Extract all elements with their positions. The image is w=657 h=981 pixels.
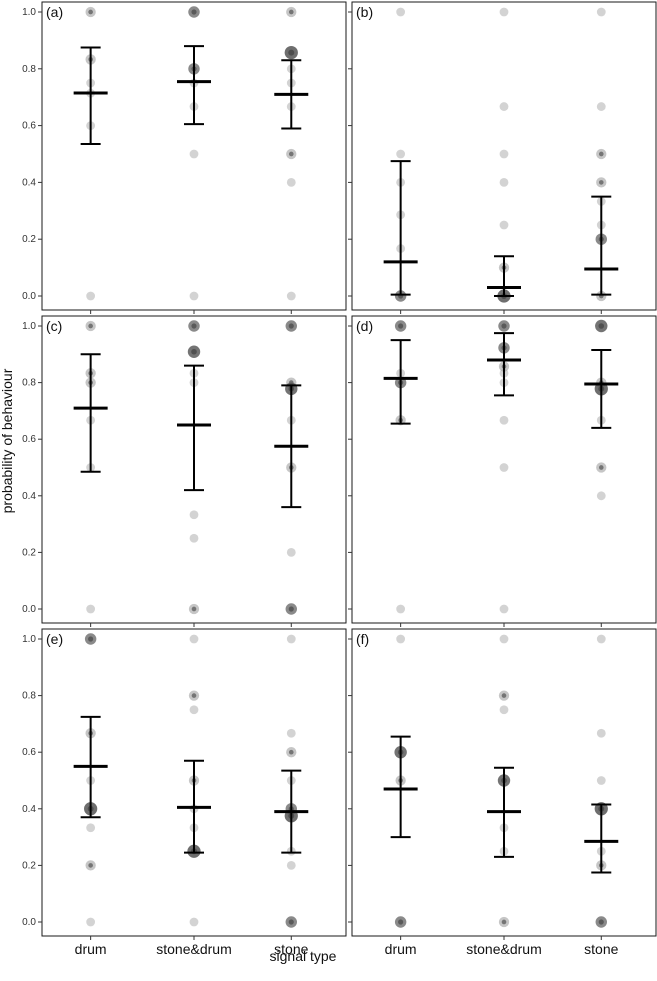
data-point-e-0-6 <box>86 917 96 927</box>
data-point-b-2-0 <box>596 7 606 17</box>
data-point-core-a-1-0 <box>191 9 197 15</box>
data-point-b-0-0 <box>396 7 406 17</box>
data-point-core-e-1-1 <box>191 693 197 698</box>
data-point-a-2-6 <box>286 178 296 187</box>
y-axis-label: probability of behaviour <box>0 368 15 514</box>
y-tick-label-a-5: 1.0 <box>22 7 36 18</box>
data-point-core-c-1-0 <box>191 323 197 329</box>
data-point-d-1-5 <box>499 415 509 425</box>
y-tick-label-a-1: 0.2 <box>22 234 36 245</box>
data-point-core-f-1-6 <box>501 919 507 925</box>
data-point-a-1-4 <box>189 149 199 159</box>
panel-label-b: (b) <box>356 4 373 20</box>
data-point-b-2-1 <box>596 102 606 111</box>
data-point-core-e-0-0 <box>88 636 94 642</box>
data-point-e-1-7 <box>189 917 199 927</box>
x-tick-label-e-2: stone <box>274 941 308 957</box>
panel-label-c: (c) <box>46 318 62 334</box>
data-point-core-c-2-6 <box>288 606 294 612</box>
data-point-a-1-5 <box>189 291 199 301</box>
data-point-core-b-2-2 <box>598 151 604 157</box>
y-axis-label-container: probability of behaviour <box>0 0 18 976</box>
y-tick-label-c-1: 0.2 <box>22 547 36 558</box>
data-point-b-1-3 <box>499 178 509 187</box>
panel-label-a: (a) <box>46 4 63 20</box>
data-point-core-e-0-5 <box>88 863 93 868</box>
data-point-e-2-0 <box>286 634 296 644</box>
panel-label-f: (f) <box>356 631 369 647</box>
data-point-e-0-4 <box>86 823 96 833</box>
data-point-b-1-4 <box>499 220 509 230</box>
data-point-core-e-2-2 <box>288 749 294 755</box>
data-point-core-b-2-3 <box>598 180 604 185</box>
data-point-core-f-2-6 <box>598 919 604 925</box>
data-point-b-1-0 <box>499 7 509 17</box>
data-point-e-1-0 <box>189 634 199 644</box>
x-axis-label: signal type <box>269 948 337 964</box>
data-point-f-2-1 <box>596 728 606 738</box>
data-point-e-2-7 <box>286 861 296 870</box>
data-point-f-1-0 <box>499 634 509 644</box>
data-point-core-c-1-1 <box>191 348 197 355</box>
x-tick-label-f-0: drum <box>385 941 417 957</box>
y-tick-label-e-2: 0.4 <box>22 804 36 815</box>
data-point-core-f-0-3 <box>398 919 404 925</box>
data-point-f-1-2 <box>499 705 509 715</box>
data-point-core-d-2-0 <box>598 323 605 329</box>
data-point-a-0-5 <box>86 291 96 301</box>
data-point-f-2-2 <box>596 776 606 785</box>
data-point-core-c-0-0 <box>88 323 93 329</box>
y-tick-label-a-0: 0.0 <box>22 291 36 302</box>
data-point-b-1-1 <box>499 102 509 111</box>
y-tick-label-c-0: 0.0 <box>22 604 36 615</box>
y-tick-label-e-4: 0.8 <box>22 691 36 702</box>
y-tick-label-c-4: 0.8 <box>22 378 36 389</box>
panel-label-d: (d) <box>356 318 373 334</box>
y-tick-label-e-5: 1.0 <box>22 634 36 645</box>
data-point-c-1-5 <box>189 533 199 543</box>
y-tick-label-a-3: 0.6 <box>22 121 36 132</box>
data-point-e-1-2 <box>189 705 199 715</box>
data-point-c-1-4 <box>189 510 199 520</box>
y-tick-label-e-0: 0.0 <box>22 917 36 928</box>
y-tick-label-a-2: 0.4 <box>22 177 36 188</box>
x-tick-label-e-0: drum <box>75 941 107 957</box>
data-point-d-1-6 <box>499 463 509 472</box>
x-tick-label-f-1: stone&drum <box>466 941 541 957</box>
y-tick-label-e-1: 0.2 <box>22 860 36 871</box>
data-point-b-0-1 <box>396 149 406 159</box>
data-point-core-e-2-8 <box>288 919 294 925</box>
x-tick-label-f-2: stone <box>584 941 618 957</box>
data-point-core-c-2-0 <box>288 323 294 329</box>
data-point-f-2-0 <box>596 634 606 644</box>
data-point-core-a-0-0 <box>88 9 93 15</box>
y-tick-label-c-2: 0.4 <box>22 491 36 502</box>
data-point-d-1-7 <box>499 604 509 614</box>
data-point-d-0-4 <box>396 604 406 614</box>
data-point-f-0-0 <box>396 634 406 644</box>
data-point-core-d-0-0 <box>398 323 404 329</box>
data-point-core-d-1-0 <box>501 323 507 329</box>
data-point-core-d-2-4 <box>598 465 604 470</box>
data-point-core-a-2-0 <box>288 9 294 15</box>
data-point-c-2-5 <box>286 548 296 557</box>
data-point-core-a-2-1 <box>288 49 295 56</box>
data-point-b-1-2 <box>499 149 509 159</box>
data-point-c-0-5 <box>86 604 96 614</box>
data-point-a-2-7 <box>286 291 296 301</box>
data-point-core-a-2-5 <box>288 151 294 157</box>
data-point-e-2-1 <box>286 728 296 738</box>
y-tick-label-c-3: 0.6 <box>22 434 36 445</box>
panel-label-e: (e) <box>46 631 63 647</box>
x-tick-label-e-1: stone&drum <box>156 941 231 957</box>
data-point-core-f-1-1 <box>501 693 507 698</box>
y-tick-label-c-5: 1.0 <box>22 321 36 332</box>
data-point-core-c-1-6 <box>191 606 197 612</box>
y-tick-label-e-3: 0.6 <box>22 747 36 758</box>
y-tick-label-a-4: 0.8 <box>22 64 36 75</box>
data-point-d-2-5 <box>596 491 606 501</box>
